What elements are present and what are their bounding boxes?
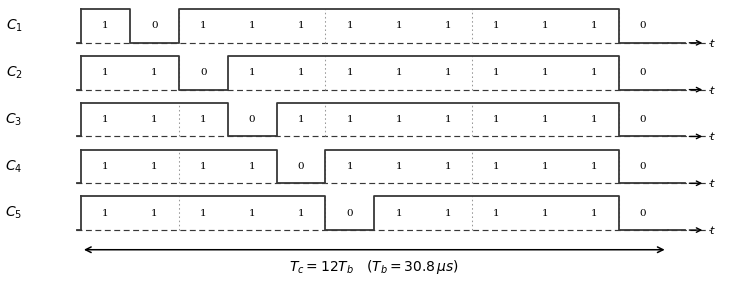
Text: 1: 1: [444, 68, 451, 77]
Text: 1: 1: [347, 22, 354, 31]
Text: $t$: $t$: [708, 224, 715, 236]
Text: 1: 1: [151, 209, 158, 218]
Text: 0: 0: [249, 115, 255, 124]
Text: 1: 1: [444, 22, 451, 31]
Text: 1: 1: [493, 209, 500, 218]
Text: 1: 1: [444, 115, 451, 124]
Text: 1: 1: [200, 115, 207, 124]
Text: 1: 1: [542, 209, 548, 218]
Text: 1: 1: [200, 209, 207, 218]
Text: 1: 1: [542, 68, 548, 77]
Text: 1: 1: [103, 209, 109, 218]
Text: 0: 0: [151, 22, 158, 31]
Text: $C_1$: $C_1$: [6, 18, 22, 34]
Text: 1: 1: [200, 162, 207, 171]
Text: $t$: $t$: [708, 130, 715, 142]
Text: 1: 1: [200, 22, 207, 31]
Text: 1: 1: [444, 162, 451, 171]
Text: 1: 1: [103, 68, 109, 77]
Text: 1: 1: [347, 162, 354, 171]
Text: 1: 1: [591, 162, 598, 171]
Text: 1: 1: [396, 209, 402, 218]
Text: 1: 1: [103, 22, 109, 31]
Text: 1: 1: [249, 68, 255, 77]
Text: 1: 1: [151, 162, 158, 171]
Text: 1: 1: [591, 115, 598, 124]
Text: $C_2$: $C_2$: [6, 65, 22, 81]
Text: 1: 1: [591, 209, 598, 218]
Text: 1: 1: [542, 22, 548, 31]
Text: 0: 0: [640, 162, 646, 171]
Text: 1: 1: [396, 162, 402, 171]
Text: 1: 1: [249, 162, 255, 171]
Text: 1: 1: [347, 115, 354, 124]
Text: 1: 1: [103, 115, 109, 124]
Text: $t$: $t$: [708, 83, 715, 96]
Text: 0: 0: [297, 162, 304, 171]
Text: 1: 1: [493, 22, 500, 31]
Text: 1: 1: [151, 115, 158, 124]
Text: 1: 1: [493, 68, 500, 77]
Text: 1: 1: [444, 209, 451, 218]
Text: $C_3$: $C_3$: [5, 112, 22, 128]
Text: 1: 1: [297, 22, 304, 31]
Text: $C_4$: $C_4$: [5, 158, 22, 175]
Text: 1: 1: [249, 209, 255, 218]
Text: 1: 1: [591, 68, 598, 77]
Text: 0: 0: [640, 22, 646, 31]
Text: 1: 1: [542, 115, 548, 124]
Text: 0: 0: [640, 209, 646, 218]
Text: 1: 1: [542, 162, 548, 171]
Text: $t$: $t$: [708, 37, 715, 49]
Text: 0: 0: [200, 68, 207, 77]
Text: $t$: $t$: [708, 177, 715, 189]
Text: 1: 1: [396, 68, 402, 77]
Text: 0: 0: [640, 115, 646, 124]
Text: 1: 1: [396, 115, 402, 124]
Text: 1: 1: [151, 68, 158, 77]
Text: $T_c = 12T_b\quad(T_b = 30.8\,\mu s)$: $T_c = 12T_b\quad(T_b = 30.8\,\mu s)$: [289, 258, 459, 276]
Text: $C_5$: $C_5$: [5, 205, 22, 221]
Text: 0: 0: [640, 68, 646, 77]
Text: 1: 1: [249, 22, 255, 31]
Text: 1: 1: [396, 22, 402, 31]
Text: 1: 1: [297, 115, 304, 124]
Text: 1: 1: [493, 162, 500, 171]
Text: 1: 1: [347, 68, 354, 77]
Text: 1: 1: [297, 68, 304, 77]
Text: 1: 1: [493, 115, 500, 124]
Text: 1: 1: [591, 22, 598, 31]
Text: 1: 1: [103, 162, 109, 171]
Text: 1: 1: [297, 209, 304, 218]
Text: 0: 0: [347, 209, 354, 218]
